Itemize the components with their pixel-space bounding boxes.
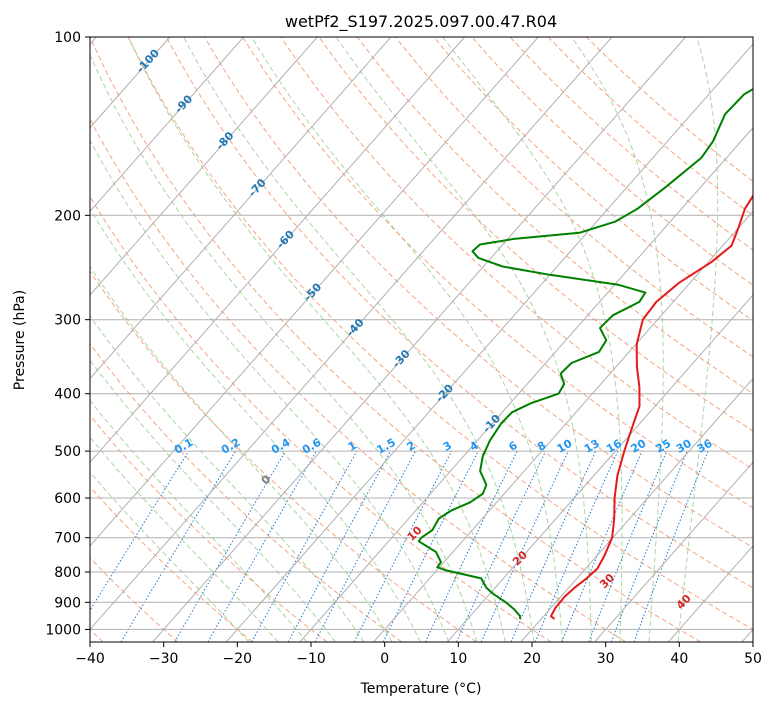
mixing-ratio-line [561, 450, 643, 642]
moist-adiabat-line [90, 265, 393, 642]
isotherm-line [90, 37, 613, 631]
y-tick-label: 200 [54, 208, 81, 224]
x-tick-label: −40 [75, 651, 105, 667]
isotherm-line [446, 294, 753, 642]
mixing-ratio-line [382, 450, 479, 642]
x-tick-label: −10 [296, 651, 326, 667]
x-tick-label: 30 [597, 651, 615, 667]
y-tick-label: 900 [54, 595, 81, 611]
x-axis: −40 −30 −20 −10 0 10 20 30 40 50 [75, 642, 762, 667]
x-tick-label: −30 [149, 651, 179, 667]
chart-title: wetPf2_S197.2025.097.00.47.R04 [285, 12, 557, 32]
dry-adiabat-line [165, 37, 753, 589]
dry-adiabat-line [395, 37, 753, 358]
moist-adiabat-line [90, 315, 365, 642]
dry-adiabat-line [90, 343, 403, 642]
mixing-ratio-line [251, 450, 358, 642]
mixing-ratio-line [534, 450, 619, 642]
mixing-ratio-line [90, 450, 190, 612]
isotherm-line [152, 37, 686, 642]
isotherm-line [373, 210, 753, 642]
moist-adiabat-line [677, 37, 719, 642]
y-tick-label: 700 [54, 531, 81, 547]
x-tick-label: 50 [744, 651, 762, 667]
moist-adiabat-line [90, 399, 308, 642]
moist-adiabat-line [127, 37, 506, 642]
isotherm-line [225, 43, 753, 642]
isotherm-line [594, 461, 753, 642]
moist-adiabat-line [335, 37, 592, 642]
isotherm-line [299, 126, 753, 642]
x-tick-label: 10 [449, 651, 467, 667]
moist-adiabat-line [183, 37, 535, 642]
dry-adiabat-line [242, 37, 753, 509]
dry-adiabat-line [280, 37, 753, 470]
x-axis-title: Temperature (°C) [360, 681, 482, 697]
isotherm-line [90, 37, 539, 547]
mixing-ratio-line [424, 450, 518, 642]
sounding-series [417, 87, 753, 620]
y-tick-label: 600 [54, 491, 81, 507]
mixing-ratio-line [314, 450, 416, 642]
y-axis-title: Pressure (hPa) [12, 290, 28, 390]
dry-adiabat-line [90, 414, 328, 642]
moist-adiabat-line [571, 37, 664, 642]
y-tick-label: 100 [54, 30, 81, 46]
mixing-ratio-line [287, 450, 392, 642]
moist-adiabat-line [90, 207, 421, 642]
dewpoint-profile [417, 87, 753, 619]
dry-adiabat-line [90, 118, 627, 642]
mixing-ratio-line [633, 450, 709, 642]
mixing-ratio-line [588, 450, 668, 642]
mixing-ratio-line [480, 450, 569, 642]
mixing-ratio-line [455, 450, 547, 642]
y-tick-label: 300 [54, 313, 81, 329]
isotherm-line [90, 37, 244, 213]
mixing-ratio-line [353, 450, 453, 642]
x-tick-label: 20 [523, 651, 541, 667]
isotherm-line [90, 37, 318, 296]
moist-adiabat-line [90, 471, 250, 642]
y-tick-label: 500 [54, 444, 81, 460]
isotherm-line [90, 37, 465, 463]
x-tick-label: 40 [670, 651, 688, 667]
dry-adiabat-line [90, 270, 477, 642]
dry-adiabat-line [90, 195, 552, 642]
mixing-ratio-line [510, 450, 597, 642]
y-tick-label: 800 [54, 565, 81, 581]
moist-adiabat-line [90, 139, 450, 642]
moist-adiabat-line [251, 37, 563, 642]
plot-frame [89, 36, 754, 643]
x-tick-label: −20 [223, 651, 253, 667]
isotherm-line [90, 37, 392, 380]
y-tick-label: 400 [54, 387, 81, 403]
dry-adiabat-line [127, 37, 753, 630]
mixing-ratio-line [610, 450, 688, 642]
moist-adiabat-line [90, 53, 478, 642]
mixing-ratio-lines [90, 450, 709, 642]
y-tick-label: 1000 [45, 622, 81, 638]
temperature-profile [550, 194, 753, 620]
x-tick-label: 0 [380, 651, 389, 667]
y-axis: 100 200 300 400 500 600 700 800 900 1000 [45, 30, 90, 638]
moist-adiabat-line [90, 436, 279, 642]
